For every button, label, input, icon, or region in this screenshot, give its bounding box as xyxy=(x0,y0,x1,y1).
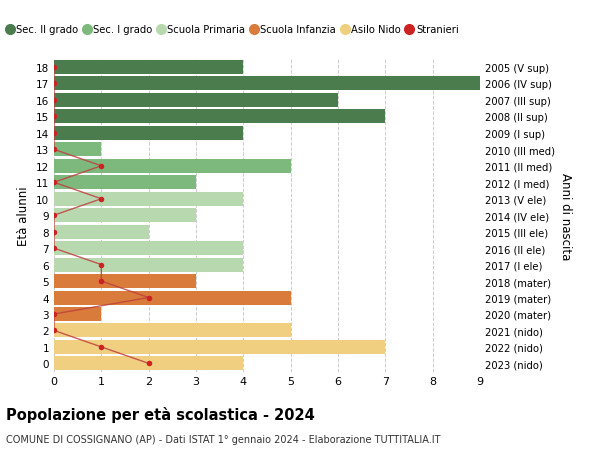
Text: COMUNE DI COSSIGNANO (AP) - Dati ISTAT 1° gennaio 2024 - Elaborazione TUTTITALIA: COMUNE DI COSSIGNANO (AP) - Dati ISTAT 1… xyxy=(6,434,440,444)
Bar xyxy=(54,258,244,272)
Text: Popolazione per età scolastica - 2024: Popolazione per età scolastica - 2024 xyxy=(6,406,315,422)
Bar xyxy=(54,308,101,321)
Bar xyxy=(54,159,290,174)
Bar xyxy=(54,94,338,108)
Bar xyxy=(54,61,244,75)
Bar xyxy=(54,127,244,140)
Bar xyxy=(54,274,196,288)
Y-axis label: Anni di nascita: Anni di nascita xyxy=(559,172,572,259)
Bar xyxy=(54,77,480,91)
Bar xyxy=(54,225,149,239)
Bar xyxy=(54,241,244,256)
Bar xyxy=(54,324,290,338)
Bar xyxy=(54,176,196,190)
Bar xyxy=(54,143,101,157)
Bar xyxy=(54,291,290,305)
Bar xyxy=(54,357,244,370)
Bar xyxy=(54,209,196,223)
Y-axis label: Età alunni: Età alunni xyxy=(17,186,31,246)
Legend: Sec. II grado, Sec. I grado, Scuola Primaria, Scuola Infanzia, Asilo Nido, Stran: Sec. II grado, Sec. I grado, Scuola Prim… xyxy=(3,21,463,39)
Bar xyxy=(54,110,385,124)
Bar xyxy=(54,192,244,206)
Bar xyxy=(54,340,385,354)
